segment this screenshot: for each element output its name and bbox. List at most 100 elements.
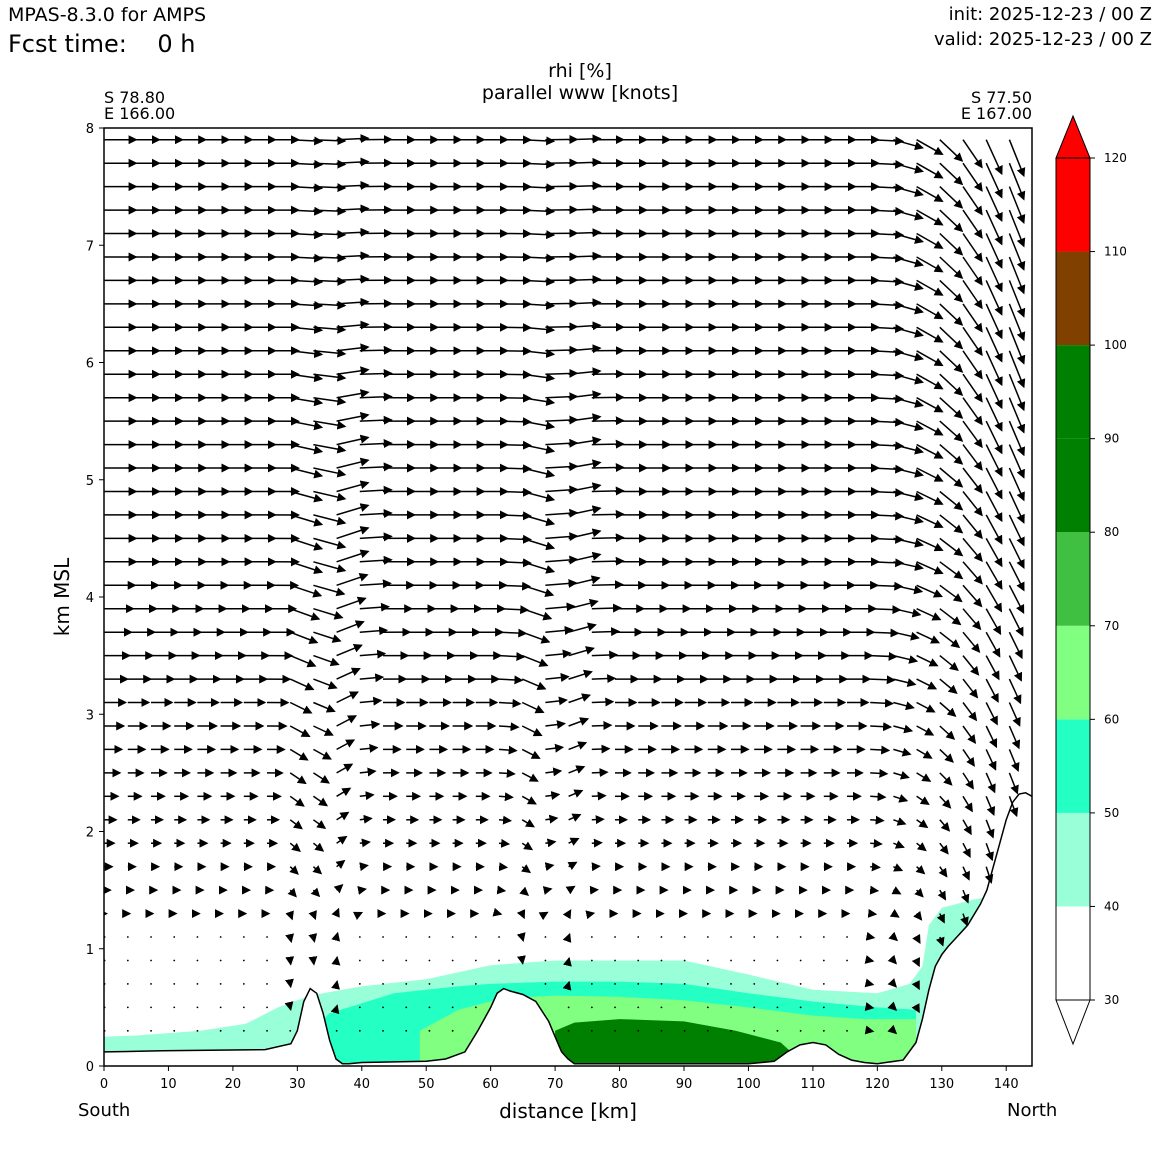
wind-vector [313,183,347,193]
wind-vector [591,744,611,754]
left-latitude: S 78.80 [104,88,166,107]
wind-vector [336,691,359,704]
wind-vector [962,772,974,790]
wind-vector [352,911,364,920]
wind-vector [336,274,370,284]
y-axis: 0 1 2 3 4 5 6 7 8 [86,122,104,1075]
wind-vector [799,983,802,985]
wind-vector [985,233,1003,269]
wind-vector [915,865,926,875]
wind-vector [522,277,556,287]
wind-vector [196,936,199,938]
wind-vector [660,1029,663,1032]
wind-vector [962,467,983,494]
wind-vector [753,936,756,938]
wind-vector [916,279,944,296]
wind-vector [290,490,324,503]
wind-vector [336,644,363,657]
terrain-line [104,792,1032,1065]
wind-vector [939,631,961,649]
wind-vector [591,721,613,731]
wind-vector [962,279,983,310]
wind-vector [313,396,347,406]
colorbar-segment-80 [1056,438,1090,533]
x-tick-label: 40 [354,1077,371,1092]
wind-vector [568,390,602,400]
wind-vector [522,324,556,334]
wind-vector [336,320,370,330]
wind-vector [916,350,944,367]
wind-vector [985,444,1003,477]
wind-vector [173,959,176,962]
wind-vector [1008,397,1026,434]
y-tick-label: 4 [86,591,94,606]
colorbar-tick-label: 60 [1104,712,1119,726]
wind-vector [521,864,532,874]
wind-vector [1008,796,1019,818]
wind-vector [683,959,686,962]
colorbar-max-extend [1055,114,1091,159]
right-latitude: S 77.50 [970,88,1032,107]
wind-vector [290,183,324,193]
wind-vector [522,490,556,503]
wind-vector [706,1006,709,1009]
wind-vector [521,748,541,759]
north-label: North [1007,1100,1058,1121]
wind-vector [289,1029,292,1032]
wind-vector [521,725,543,737]
wind-vector [799,1029,802,1032]
wind-vector [962,795,973,813]
wind-vector [474,936,477,938]
wind-vector [568,693,592,704]
wind-vector [1008,373,1026,412]
colorbar-tick-label: 40 [1104,899,1119,913]
colorbar-segment-110 [1056,158,1090,252]
wind-vector [1008,420,1026,457]
wind-vector [335,859,346,869]
wind-vector [939,303,964,326]
colorbar-segment-30 [1056,906,1090,1000]
wind-vector [568,813,582,822]
x-axis: 0 10 20 30 40 50 60 70 80 90 100 110 120 130 140 [100,1066,1019,1092]
wind-vector [568,204,602,214]
wind-vector [545,743,565,753]
wind-vector [359,532,393,542]
x-axis-label: distance [km] [499,1099,637,1123]
wind-vector [962,725,977,745]
wind-vector [312,842,325,852]
wind-vector [196,1029,199,1032]
y-tick-label: 0 [86,1060,94,1075]
wind-vector [521,514,556,527]
wind-vector [591,627,621,637]
wind-vector [1008,233,1026,271]
wind-vector [916,162,944,179]
wind-vector [313,701,336,713]
wind-vector [939,678,958,694]
wind-vector [266,1006,268,1009]
wind-vector [289,842,301,853]
wind-vector [242,1006,245,1009]
wind-vector [336,389,370,399]
wind-vector [173,1006,176,1009]
wind-vector [359,462,393,472]
wind-vector [568,551,602,563]
wind-vector [287,887,297,898]
wind-vector [358,1029,361,1032]
wind-vector [359,720,381,730]
x-tick-label: 110 [800,1077,825,1092]
wind-vector [916,631,941,644]
x-tick-label: 50 [418,1077,435,1092]
wind-vector [985,162,1003,199]
wind-vector [916,373,944,390]
wind-vector [939,701,957,717]
wind-vector [985,139,1003,176]
wind-vector [150,936,152,938]
wind-vector [985,256,1003,293]
wind-vector [359,696,383,706]
colorbar-tick-label: 90 [1104,432,1119,446]
wind-vector [888,931,899,942]
wind-vector [242,1029,245,1032]
wind-vector [985,397,1003,432]
wind-vector [313,561,347,573]
wind-vector [266,1029,268,1032]
